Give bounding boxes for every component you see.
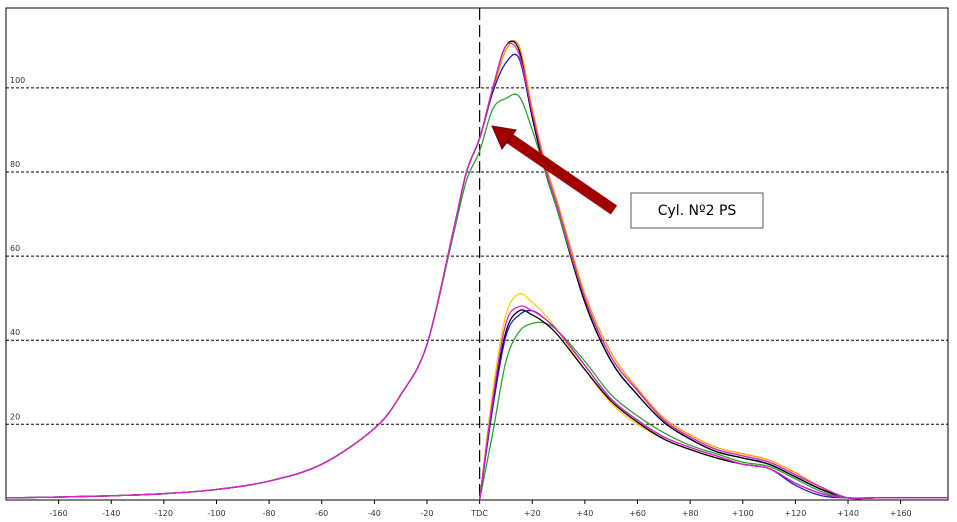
x-tick-label: -80 [263,509,276,518]
series-line [478,309,948,501]
annotation: Cyl. Nº2 PS [658,203,737,219]
x-tick-label: -140 [102,509,120,518]
x-tick-label: -120 [155,509,173,518]
series-line [478,309,948,501]
series-line [5,53,948,500]
y-tick-label: 100 [10,76,25,85]
x-tick-label: +100 [732,509,754,518]
arrow-head [491,125,517,150]
x-tick-label: -40 [368,509,381,518]
annotation-box [630,192,764,229]
y-tick-label: 60 [10,244,20,253]
series-line [5,40,948,500]
x-tick-label: TDC [470,509,488,518]
x-tick-label: +120 [784,509,806,518]
arrow-shaft [502,131,618,215]
series-line [5,42,948,500]
x-tick-label: -160 [50,509,68,518]
y-tick-label: 80 [10,160,20,169]
series-line [478,305,948,501]
x-tick-label: +20 [524,509,541,518]
series-line [5,93,948,500]
x-tick-label: +160 [890,509,912,518]
series-line [478,321,948,501]
x-tick-label: +40 [576,509,593,518]
x-tick-label: -100 [207,509,225,518]
x-tick-label: +60 [629,509,646,518]
x-tick-label: -20 [420,509,433,518]
x-tick-label: +140 [837,509,859,518]
y-tick-label: 20 [10,412,20,421]
series-line [5,40,948,500]
plot-frame [5,7,949,501]
y-tick-label: 40 [10,328,20,337]
x-tick-label: -60 [315,509,328,518]
x-tick-label: +80 [682,509,699,518]
